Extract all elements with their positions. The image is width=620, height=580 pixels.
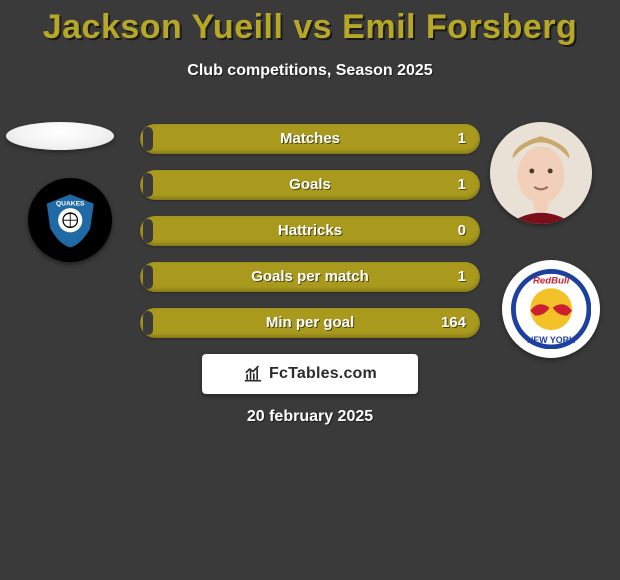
stat-bar: Hattricks0 <box>140 216 480 246</box>
chart-icon <box>243 364 263 384</box>
stat-bar-value: 0 <box>458 216 466 246</box>
comparison-card: Jackson Yueill vs Emil Forsberg Club com… <box>0 0 620 580</box>
source-label: FcTables.com <box>269 365 377 383</box>
stat-bar-label: Hattricks <box>140 216 480 246</box>
svg-text:NEW YORK: NEW YORK <box>527 335 576 345</box>
player-left-avatar-placeholder <box>6 122 114 150</box>
svg-text:QUAKES: QUAKES <box>56 200 85 207</box>
stat-bars: Matches1Goals1Hattricks0Goals per match1… <box>140 124 480 354</box>
stat-bar: Min per goal164 <box>140 308 480 338</box>
team-left-badge: QUAKES <box>28 178 112 262</box>
stat-bar-label: Min per goal <box>140 308 480 338</box>
stat-bar-label: Goals <box>140 170 480 200</box>
redbull-badge-icon: RedBull NEW YORK <box>511 269 591 349</box>
stat-bar-value: 1 <box>458 170 466 200</box>
page-title: Jackson Yueill vs Emil Forsberg <box>0 8 620 47</box>
stat-bar-value: 1 <box>458 262 466 292</box>
stat-bar-label: Goals per match <box>140 262 480 292</box>
stat-bar-label: Matches <box>140 124 480 154</box>
team-right-badge: RedBull NEW YORK <box>502 260 600 358</box>
player-right-avatar <box>490 122 592 224</box>
stat-bar-value: 1 <box>458 124 466 154</box>
svg-text:RedBull: RedBull <box>533 275 570 286</box>
stat-bar: Goals1 <box>140 170 480 200</box>
avatar-icon <box>490 122 592 224</box>
subtitle: Club competitions, Season 2025 <box>0 62 620 80</box>
stat-bar: Matches1 <box>140 124 480 154</box>
quakes-badge-icon: QUAKES <box>40 190 100 250</box>
stat-bar: Goals per match1 <box>140 262 480 292</box>
date-label: 20 february 2025 <box>0 408 620 426</box>
stat-bar-value: 164 <box>441 308 466 338</box>
source-plate: FcTables.com <box>202 354 418 394</box>
